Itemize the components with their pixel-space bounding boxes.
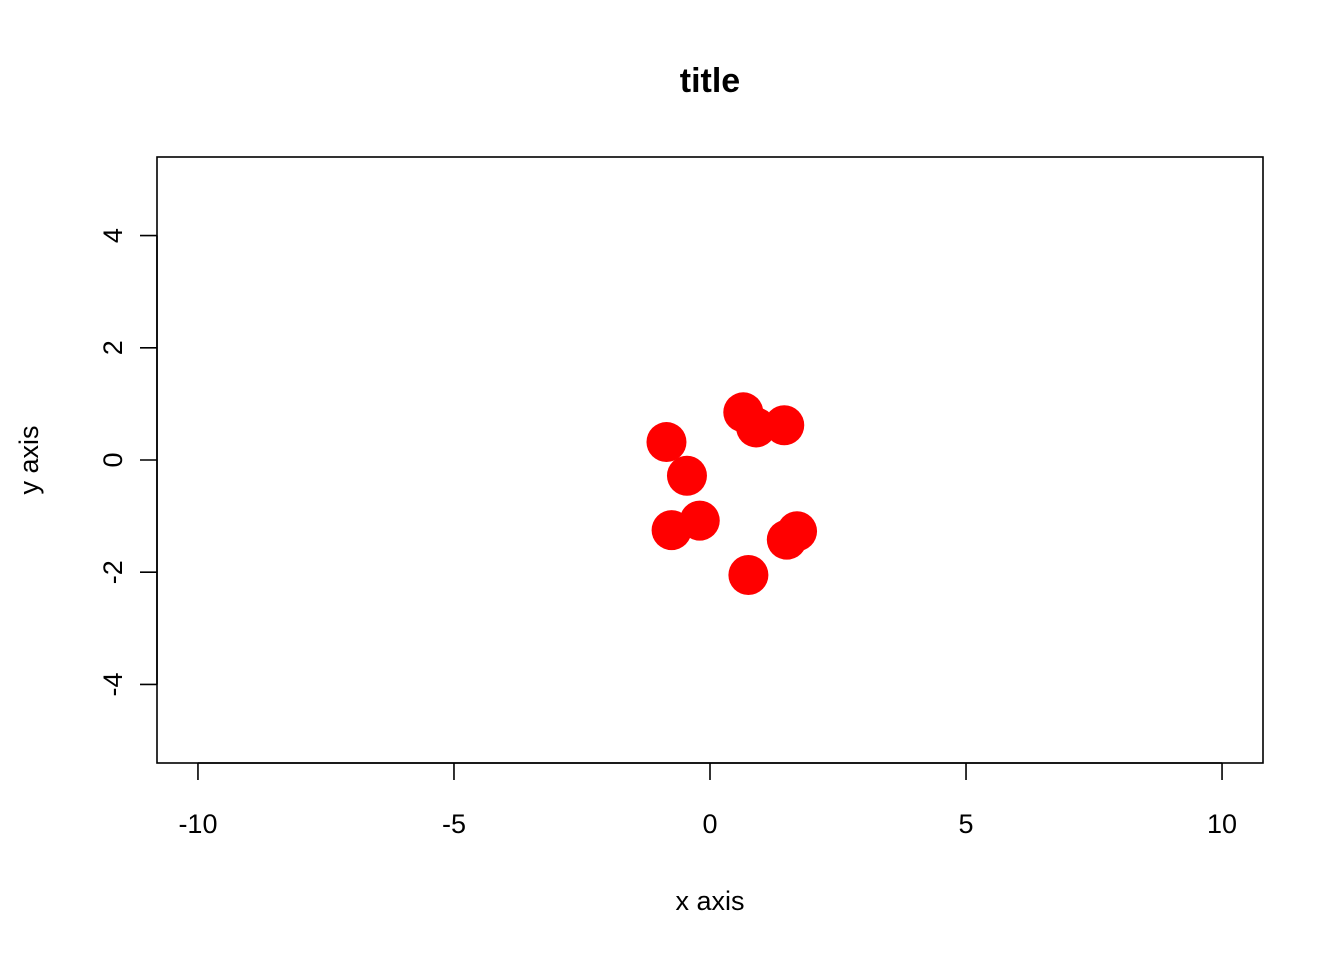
data-point (728, 555, 769, 596)
y-tick-label: 2 (98, 340, 128, 355)
data-point (777, 511, 818, 552)
x-tick-label: 10 (1207, 809, 1237, 839)
y-tick-label: -4 (98, 672, 128, 696)
x-axis: -10 -5 0 5 10 (178, 762, 1237, 839)
data-points (646, 392, 818, 596)
x-tick-label: 0 (702, 809, 717, 839)
x-axis-label: x axis (675, 886, 744, 916)
plot-frame (156, 156, 1264, 764)
data-point (666, 455, 707, 496)
data-point (679, 500, 720, 541)
y-tick-label: 0 (98, 452, 128, 467)
y-tick-label: 4 (98, 228, 128, 243)
data-point (646, 422, 687, 463)
y-axis: -4 -2 0 2 4 (98, 228, 158, 696)
y-axis-label: y axis (14, 425, 44, 494)
data-point (764, 405, 805, 446)
x-tick-label: -10 (178, 809, 217, 839)
x-tick-label: 5 (959, 809, 974, 839)
chart-title: title (680, 62, 740, 100)
y-tick-label: -2 (98, 560, 128, 584)
x-tick-label: -5 (442, 809, 466, 839)
